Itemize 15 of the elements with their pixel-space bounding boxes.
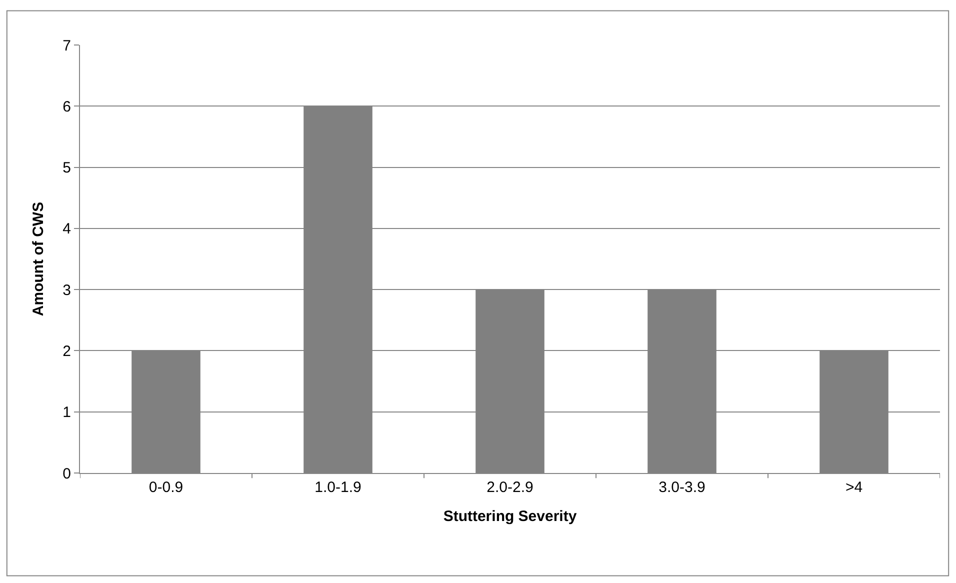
x-tick-label: 3.0-3.9	[658, 479, 706, 496]
y-tick-label: 1	[62, 404, 71, 422]
y-tick-label: 5	[62, 160, 71, 177]
y-tick-label: 3	[62, 282, 71, 299]
y-tick-label: 0	[62, 465, 71, 482]
y-tick-label: 6	[62, 98, 71, 116]
y-axis-title: Amount of CWS	[30, 202, 47, 316]
x-tick-label: 1.0-1.9	[314, 479, 362, 496]
y-tick-label: 4	[62, 220, 71, 238]
x-tick-label: 2.0-2.9	[486, 479, 534, 496]
x-tick-label: >4	[845, 479, 863, 496]
x-axis-title: Stuttering Severity	[443, 508, 578, 525]
x-tick-label: 0-0.9	[148, 479, 184, 496]
y-tick-label: 2	[62, 342, 71, 360]
y-tick-label: 7	[62, 37, 71, 54]
